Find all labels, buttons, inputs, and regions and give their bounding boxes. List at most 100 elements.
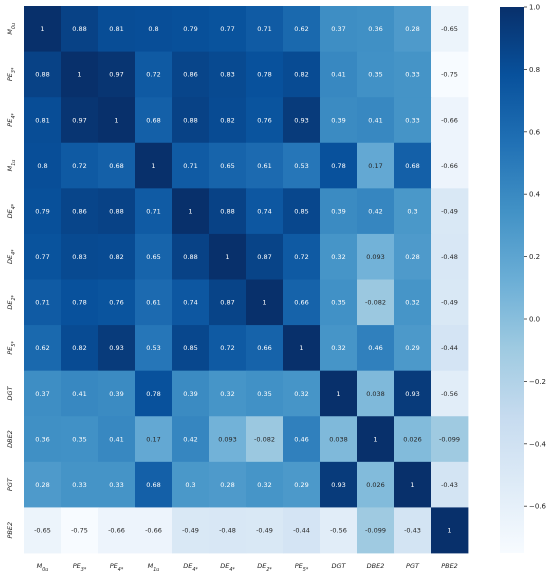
cell-value-1-7: 0.82 [294, 71, 308, 79]
cell-value-9-4: 0.42 [183, 435, 197, 443]
heatmap-cell-2-0 [24, 97, 62, 144]
heatmap-cell-1-5 [209, 51, 247, 98]
heatmap-cell-4-7 [283, 188, 321, 235]
cell-value-0-11: -0.65 [441, 25, 458, 33]
heatmap-cell-3-7 [283, 142, 321, 189]
cell-value-2-7: 0.93 [294, 116, 308, 124]
heatmap-cell-7-1 [61, 325, 99, 372]
cell-value-3-5: 0.65 [220, 162, 234, 170]
heatmap-cell-10-10 [394, 461, 432, 508]
heatmap-cell-11-8 [320, 507, 358, 554]
heatmap-cell-7-0 [24, 325, 62, 372]
cell-value-4-1: 0.86 [72, 207, 86, 215]
cell-value-0-10: 0.28 [405, 25, 419, 33]
y-tick-label-8: DGT [6, 385, 14, 400]
cell-value-1-3: 0.72 [146, 71, 160, 79]
heatmap-cell-7-9 [357, 325, 395, 372]
cell-value-11-5: -0.48 [219, 527, 236, 535]
colorbar-tick-label-4: 0.2 [529, 253, 540, 261]
heatmap-cell-8-5 [209, 370, 247, 417]
heatmap-cell-0-4 [172, 6, 210, 52]
cell-value-4-4: 1 [188, 207, 192, 215]
heatmap-cell-2-11 [431, 97, 469, 144]
heatmap-cell-2-4 [172, 97, 210, 144]
cell-value-10-4: 0.3 [185, 481, 195, 489]
heatmap-cell-3-2 [98, 142, 136, 189]
cell-value-9-0: 0.36 [35, 435, 49, 443]
cell-value-3-11: -0.66 [441, 162, 458, 170]
heatmap-cell-1-7 [283, 51, 321, 98]
cell-value-7-11: -0.44 [441, 344, 458, 352]
heatmap-cell-10-9 [357, 461, 395, 508]
cell-value-3-6: 0.61 [257, 162, 271, 170]
heatmap-cell-6-9 [357, 279, 395, 326]
heatmap-cell-7-10 [394, 325, 432, 372]
cell-value-5-5: 1 [225, 253, 229, 261]
cell-value-2-2: 1 [114, 116, 118, 124]
heatmap-cell-9-2 [98, 416, 136, 463]
heatmap-cell-1-1 [61, 51, 99, 98]
heatmap-cell-6-1 [61, 279, 99, 326]
cell-value-1-4: 0.86 [183, 71, 197, 79]
heatmap-cell-4-4 [172, 188, 210, 235]
cell-value-10-6: 0.32 [257, 481, 271, 489]
heatmap-cell-2-9 [357, 97, 395, 144]
cell-value-10-1: 0.33 [72, 481, 86, 489]
heatmap-cell-4-1 [61, 188, 99, 235]
heatmap-cell-8-1 [61, 370, 99, 417]
cell-value-10-0: 0.28 [35, 481, 49, 489]
heatmap-cell-8-11 [431, 370, 469, 417]
cell-value-3-9: 0.17 [368, 162, 382, 170]
heatmap-cell-6-7 [283, 279, 321, 326]
colorbar-tick-label-7: −0.4 [529, 440, 547, 448]
cell-value-5-0: 0.77 [35, 253, 49, 261]
cell-value-0-4: 0.79 [183, 25, 197, 33]
heatmap-cell-11-10 [394, 507, 432, 554]
heatmap-cell-9-8 [320, 416, 358, 463]
cell-value-7-8: 0.32 [331, 344, 345, 352]
colorbar-ticks: 1.0 0.8 0.6 0.4 0.2 0.0 −0.2 −0.4 −0.6 [524, 4, 547, 511]
cell-value-4-8: 0.39 [331, 207, 345, 215]
cell-value-3-1: 0.72 [72, 162, 86, 170]
cell-value-10-10: 1 [410, 481, 414, 489]
heatmap-cell-2-1 [61, 97, 99, 144]
heatmap-cell-0-9 [357, 6, 395, 52]
cell-value-8-1: 0.41 [72, 390, 86, 398]
cell-value-6-4: 0.74 [183, 299, 197, 307]
heatmap-cell-10-6 [246, 461, 284, 508]
heatmap-cell-10-11 [431, 461, 469, 508]
heatmap-cell-7-5 [209, 325, 247, 372]
x-tick-label-1: PE3* [73, 562, 87, 573]
heatmap-cell-0-0 [24, 6, 62, 52]
cell-value-3-4: 0.71 [183, 162, 197, 170]
cell-value-11-0: -0.65 [34, 527, 51, 535]
cell-value-5-8: 0.32 [331, 253, 345, 261]
heatmap-cell-8-9 [357, 370, 395, 417]
cell-value-7-1: 0.82 [72, 344, 86, 352]
y-tick-label-10: PGT [6, 477, 14, 491]
heatmap-cell-4-9 [357, 188, 395, 235]
colorbar-tick-label-2: 0.6 [529, 128, 541, 136]
cell-value-9-8: 0.038 [329, 435, 348, 443]
y-tick-label-3: M1u [6, 160, 17, 172]
heatmap-cell-0-5 [209, 6, 247, 52]
heatmap-cell-labels: 1 0.88 0.81 0.8 0.79 0.77 0.71 0.62 0.37 0.36 0.28… [34, 25, 460, 534]
cell-value-5-7: 0.72 [294, 253, 308, 261]
cell-value-0-1: 0.88 [72, 25, 86, 33]
heatmap-cell-10-3 [135, 461, 173, 508]
heatmap-cell-11-1 [61, 507, 99, 554]
heatmap-cell-8-6 [246, 370, 284, 417]
heatmap-cell-1-9 [357, 51, 395, 98]
cell-value-7-10: 0.29 [405, 344, 419, 352]
heatmap-cell-4-0 [24, 188, 62, 235]
heatmap-cell-10-5 [209, 461, 247, 508]
heatmap-cell-1-3 [135, 51, 173, 98]
cell-value-9-3: 0.17 [146, 435, 160, 443]
cell-value-2-3: 0.68 [146, 116, 160, 124]
cell-value-6-8: 0.35 [331, 299, 345, 307]
cell-value-11-2: -0.66 [108, 527, 125, 535]
cell-value-5-1: 0.83 [72, 253, 86, 261]
cell-value-5-6: 0.87 [257, 253, 271, 261]
y-tick-label-9: DBE2 [6, 430, 14, 448]
heatmap-cell-8-2 [98, 370, 136, 417]
